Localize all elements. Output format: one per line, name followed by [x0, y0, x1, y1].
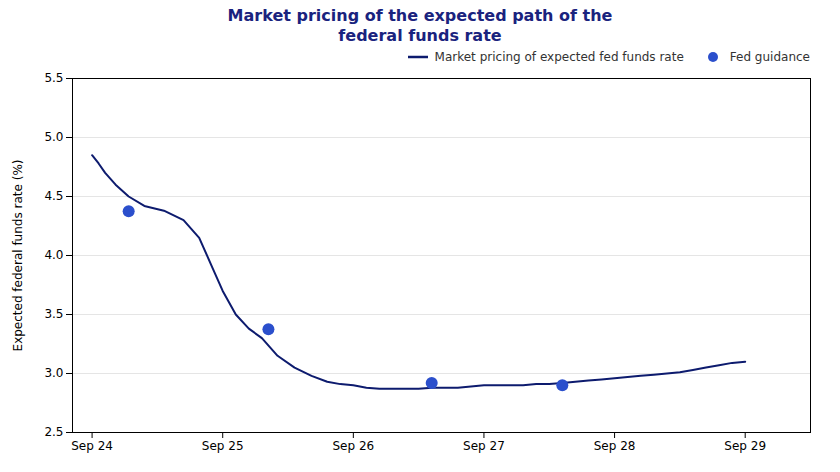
html-text:Fed guidance: Fed guidance: [729, 50, 810, 64]
svg-text:3.5: 3.5: [44, 307, 63, 321]
svg-text:4.5: 4.5: [44, 189, 63, 203]
svg-text:Sep 26: Sep 26: [332, 439, 374, 453]
html-text:Market pricing of expected fed: Market pricing of expected fed funds rat…: [434, 50, 684, 64]
html-text:Market pricing of the expected: Market pricing of the expected path of t…: [227, 6, 613, 45]
svg-text:Expected federal funds rate (%: Expected federal funds rate (%): [11, 160, 25, 352]
svg-text:5.0: 5.0: [44, 130, 63, 144]
svg-text:2.5: 2.5: [44, 425, 63, 439]
svg-text:Sep 29: Sep 29: [724, 439, 766, 453]
svg-text:Sep 28: Sep 28: [594, 439, 636, 453]
svg-text:5.5: 5.5: [44, 71, 63, 85]
svg-text:Sep 27: Sep 27: [463, 439, 505, 453]
svg-text:4.0: 4.0: [44, 248, 63, 262]
svg-text:Sep 24: Sep 24: [71, 439, 113, 453]
svg-text:Sep 25: Sep 25: [202, 439, 244, 453]
svg-text:3.0: 3.0: [44, 366, 63, 380]
